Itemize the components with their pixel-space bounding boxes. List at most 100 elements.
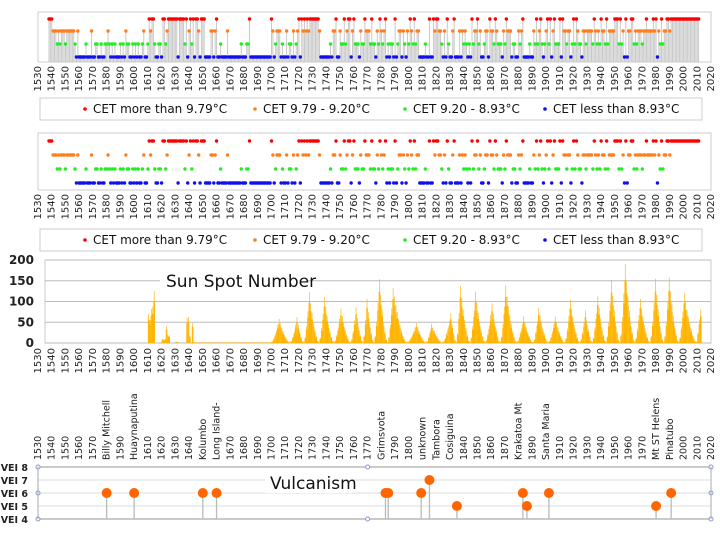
chart2-point bbox=[591, 167, 595, 171]
sunspot-bar bbox=[352, 333, 354, 343]
chart1-point bbox=[528, 42, 532, 46]
chart2-x-tick: 1900 bbox=[541, 194, 552, 219]
chart1-point bbox=[383, 17, 388, 21]
sunspot-bar bbox=[286, 338, 287, 343]
vulcanism-x-label: 1910 bbox=[555, 436, 566, 460]
chart1-point bbox=[510, 55, 514, 59]
sunspot-bar bbox=[677, 340, 679, 343]
sunspot-bar bbox=[683, 317, 684, 343]
chart1-point bbox=[504, 17, 509, 21]
sunspot-x-tick: 1910 bbox=[555, 348, 566, 373]
sunspot-x-tick: 1720 bbox=[294, 348, 305, 373]
chart1-point bbox=[359, 29, 363, 33]
vulcanism-x-label: 1590 bbox=[115, 436, 126, 460]
sunspot-x-tick: 1770 bbox=[363, 348, 374, 373]
chart2-point bbox=[549, 181, 554, 185]
chart2-point bbox=[55, 167, 59, 171]
sunspot-y-tick: 0 bbox=[26, 336, 34, 350]
chart1-point bbox=[63, 42, 68, 46]
sunspot-bar bbox=[418, 333, 420, 343]
chart2-point bbox=[427, 139, 432, 143]
sunspot-bar bbox=[167, 334, 169, 343]
chart2-x-tick: 1680 bbox=[239, 194, 250, 219]
sunspot-bar bbox=[566, 339, 567, 343]
sunspot-bar bbox=[582, 332, 584, 343]
sunspot-bar bbox=[343, 322, 345, 343]
sunspot-bar bbox=[629, 317, 631, 343]
sunspot-bar bbox=[562, 340, 563, 343]
chart1-point bbox=[361, 42, 366, 46]
legend-label: CET more than 9.79°C bbox=[93, 102, 227, 116]
sunspot-bar bbox=[568, 321, 569, 343]
sunspot-bar bbox=[193, 341, 195, 343]
sunspot-bar bbox=[561, 340, 562, 343]
sunspot-bar bbox=[483, 341, 485, 343]
sunspot-bar bbox=[499, 342, 501, 343]
chart2-x-tick: 1850 bbox=[473, 194, 484, 219]
sunspot-bar bbox=[443, 341, 445, 343]
chart1-point bbox=[317, 29, 322, 33]
sunspot-bar bbox=[207, 342, 209, 343]
sunspot-bar bbox=[168, 335, 170, 343]
sunspot-bar bbox=[467, 336, 469, 343]
sunspot-bar bbox=[420, 334, 421, 343]
sunspot-bar bbox=[676, 340, 678, 343]
sunspot-bar bbox=[683, 293, 685, 343]
sunspot-bar bbox=[186, 323, 187, 343]
sunspot-bar bbox=[210, 342, 212, 343]
sunspot-bar bbox=[622, 322, 624, 343]
sunspot-bar bbox=[290, 341, 292, 343]
chart2-point bbox=[510, 181, 514, 185]
sunspot-bar bbox=[535, 331, 537, 343]
chart2-point bbox=[76, 153, 80, 157]
sunspot-bar bbox=[348, 341, 350, 343]
sunspot-bar bbox=[525, 330, 527, 343]
chart1-point bbox=[644, 17, 649, 21]
sunspot-bar bbox=[664, 335, 666, 343]
sunspot-bar bbox=[529, 340, 531, 343]
chart1-point bbox=[183, 42, 187, 46]
legend-label: CET less than 8.93°C bbox=[553, 233, 679, 247]
chart1-point bbox=[592, 17, 596, 21]
sunspot-bar bbox=[554, 321, 556, 343]
chart2-point bbox=[393, 139, 397, 143]
chart1-x-tick: 1820 bbox=[431, 66, 442, 91]
sunspot-bar bbox=[471, 337, 472, 343]
chart1-point bbox=[271, 29, 275, 33]
sunspot-bar bbox=[484, 342, 486, 343]
vulcanism-y-tick: VEI 4 bbox=[1, 515, 29, 526]
chart1-point bbox=[392, 55, 396, 59]
chart2-point bbox=[155, 181, 160, 185]
chart1-x-tick: 2010 bbox=[692, 66, 703, 91]
chart2-point bbox=[599, 139, 603, 143]
chart1-point bbox=[519, 29, 524, 33]
sunspot-bar bbox=[560, 336, 562, 343]
chart1-point bbox=[144, 55, 149, 59]
chart2-point bbox=[521, 139, 525, 143]
sunspot-bar bbox=[340, 308, 342, 343]
chart2-x-tick: 1960 bbox=[624, 194, 635, 219]
sunspot-bar bbox=[352, 339, 353, 343]
legend-marker-orange bbox=[253, 238, 257, 242]
sunspot-bar bbox=[319, 338, 321, 343]
sunspot-bar bbox=[411, 338, 412, 343]
chart2-x-tick: 1800 bbox=[404, 194, 415, 219]
chart2-point bbox=[284, 153, 289, 157]
sunspot-bar bbox=[450, 319, 451, 343]
chart1-x-tick: 1860 bbox=[486, 66, 497, 91]
sunspot-bar bbox=[201, 342, 203, 343]
chart2-point bbox=[121, 167, 125, 171]
chart1-x-tick: 2020 bbox=[706, 66, 717, 91]
chart1-point bbox=[457, 29, 462, 33]
sunspot-bar bbox=[596, 319, 598, 343]
chart2-point bbox=[332, 153, 337, 157]
chart2-x-tick: 1630 bbox=[170, 194, 181, 219]
sunspot-bar bbox=[519, 338, 521, 343]
sunspot-bar bbox=[514, 341, 516, 343]
sunspot-bar bbox=[168, 337, 170, 343]
chart1-x-tick: 1660 bbox=[212, 66, 223, 91]
chart2-point bbox=[153, 167, 157, 171]
sunspot-bar bbox=[569, 308, 571, 343]
sunspot-bar bbox=[527, 332, 529, 343]
sunspot-bar bbox=[356, 323, 358, 343]
